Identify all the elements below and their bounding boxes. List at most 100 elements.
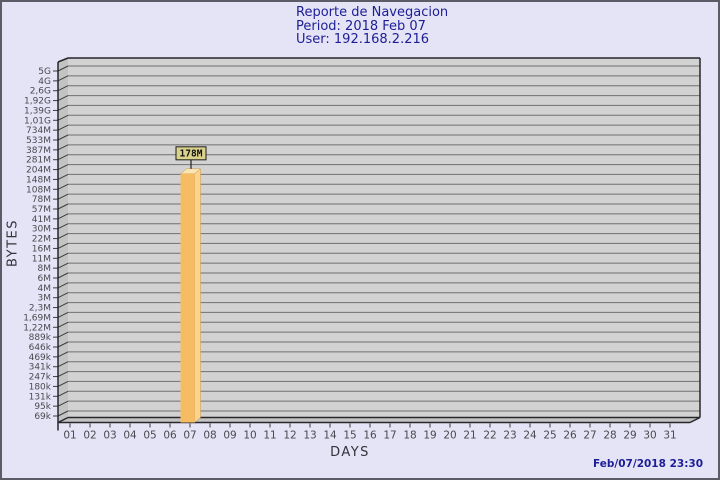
y-tick-label: 341k <box>29 363 52 373</box>
x-tick-label: 16 <box>363 430 377 442</box>
y-tick-label: 1,01G <box>24 116 51 126</box>
y-tick-connector <box>57 380 69 387</box>
y-tick-label: 1,39G <box>24 106 51 116</box>
x-tick-label: 25 <box>543 430 556 442</box>
x-tick-label: 29 <box>623 430 636 442</box>
y-tick-connector <box>57 242 69 249</box>
y-tick-connector <box>57 390 69 397</box>
y-tick-label: 533M <box>26 136 51 146</box>
y-tick-label: 4M <box>38 284 52 294</box>
x-tick-label: 03 <box>103 430 116 442</box>
chart-header: Reporte de Navegacion Period: 2018 Feb 0… <box>296 6 448 47</box>
y-tick-connector <box>57 351 69 358</box>
x-tick-label: 06 <box>163 430 177 442</box>
x-tick-label: 15 <box>343 430 356 442</box>
y-axis-title: BYTES <box>5 218 21 268</box>
y-tick-label: 1,22M <box>23 323 51 333</box>
y-tick-label: 30M <box>32 225 51 235</box>
plot-topleft-edge <box>57 57 69 63</box>
x-tick-label: 27 <box>583 430 596 442</box>
x-tick-label: 24 <box>523 430 537 442</box>
y-tick-connector <box>57 252 69 259</box>
x-tick-label: 21 <box>463 430 476 442</box>
y-tick-label: 131k <box>29 392 52 402</box>
floor <box>58 417 700 423</box>
y-tick-connector <box>57 124 69 131</box>
x-tick-label: 20 <box>443 430 456 442</box>
plot-back-wall <box>68 58 700 418</box>
y-tick-connector <box>57 331 69 338</box>
y-tick-label: 5G <box>38 67 51 77</box>
y-tick-connector <box>57 410 69 417</box>
y-tick-label: 469k <box>29 353 52 363</box>
y-tick-connector <box>57 173 69 180</box>
bar-front-face <box>180 173 195 423</box>
report-period: Period: 2018 Feb 07 <box>296 18 426 34</box>
x-tick-label: 17 <box>383 430 396 442</box>
y-tick-label: 1,92G <box>24 97 51 107</box>
x-tick-label: 11 <box>263 430 276 442</box>
floor-left-edge <box>57 416 69 424</box>
bar-value-label: 178M <box>180 148 203 159</box>
bar-value-label-box <box>175 146 207 161</box>
y-tick-label: 78M <box>32 195 51 205</box>
y-tick-connector <box>57 95 69 102</box>
x-tick-label: 09 <box>223 430 236 442</box>
x-tick-label: 30 <box>643 430 656 442</box>
y-tick-connector <box>57 144 69 151</box>
y-tick-label: 2,3M <box>29 304 51 314</box>
y-tick-connector <box>57 292 69 299</box>
y-tick-connector <box>57 154 69 161</box>
report-user: User: 192.168.2.216 <box>296 32 430 47</box>
y-tick-label: 3M <box>38 294 52 304</box>
y-tick-label: 95k <box>34 402 51 412</box>
x-tick-label: 26 <box>563 430 577 442</box>
y-tick-connector <box>57 321 69 328</box>
y-tick-connector <box>57 203 69 210</box>
x-tick-label: 12 <box>283 430 296 442</box>
y-tick-connector <box>57 104 69 111</box>
y-tick-label: 6M <box>38 274 52 284</box>
y-tick-connector <box>57 114 69 121</box>
x-tick-label: 14 <box>323 430 337 442</box>
y-tick-connector <box>57 272 69 279</box>
y-tick-label: 646k <box>29 343 52 353</box>
y-tick-label: 8M <box>38 264 52 274</box>
generated-timestamp: Feb/07/2018 23:30 <box>593 458 703 470</box>
y-tick-connector <box>57 371 69 378</box>
x-tick-label: 31 <box>663 430 676 442</box>
y-tick-label: 16M <box>32 244 51 254</box>
x-tick-label: 23 <box>503 430 516 442</box>
y-tick-connector <box>57 311 69 318</box>
x-tick-label: 01 <box>63 430 76 442</box>
y-tick-label: 734M <box>26 126 51 136</box>
y-tick-connector <box>57 85 69 92</box>
y-tick-label: 889k <box>29 333 52 343</box>
y-tick-label: 281M <box>26 156 51 166</box>
x-axis-title: DAYS <box>330 445 370 460</box>
x-tick-label: 18 <box>403 430 416 442</box>
y-tick-label: 57M <box>32 205 51 215</box>
x-tick-label: 04 <box>123 430 137 442</box>
y-tick-connector <box>57 164 69 171</box>
y-tick-label: 11M <box>32 254 51 264</box>
y-tick-label: 108M <box>26 185 51 195</box>
x-tick-label: 10 <box>243 430 256 442</box>
x-tick-label: 08 <box>203 430 216 442</box>
y-tick-connector <box>57 341 69 348</box>
floor-right-edge <box>689 416 701 424</box>
x-tick-label: 05 <box>143 430 156 442</box>
x-tick-label: 19 <box>423 430 436 442</box>
y-tick-label: 4G <box>38 77 51 87</box>
y-tick-label: 69k <box>34 412 51 422</box>
y-tick-connector <box>57 75 69 82</box>
y-tick-label: 247k <box>29 373 52 383</box>
y-tick-connector <box>57 193 69 200</box>
x-tick-label: 07 <box>183 430 196 442</box>
y-tick-label: 2,6G <box>30 87 51 97</box>
y-tick-connector <box>57 134 69 141</box>
x-tick-label: 28 <box>603 430 616 442</box>
y-tick-label: 180k <box>29 382 52 392</box>
